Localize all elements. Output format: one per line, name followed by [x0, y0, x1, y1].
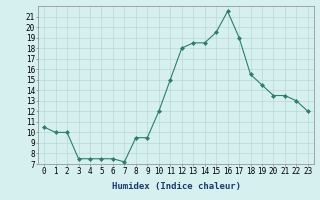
X-axis label: Humidex (Indice chaleur): Humidex (Indice chaleur)	[111, 182, 241, 191]
